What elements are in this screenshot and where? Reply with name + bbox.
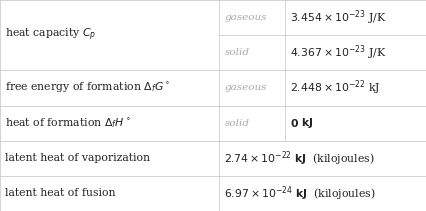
- Text: heat of formation $\Delta_f H^\circ$: heat of formation $\Delta_f H^\circ$: [5, 116, 131, 130]
- Text: $4.367\times10^{-23}$ J/K: $4.367\times10^{-23}$ J/K: [291, 43, 387, 62]
- Text: gaseous: gaseous: [225, 83, 267, 92]
- Text: $3.454\times10^{-23}$ J/K: $3.454\times10^{-23}$ J/K: [291, 8, 387, 27]
- Text: latent heat of vaporization: latent heat of vaporization: [5, 153, 150, 163]
- Text: latent heat of fusion: latent heat of fusion: [5, 188, 115, 198]
- Text: heat capacity $C_p$: heat capacity $C_p$: [5, 27, 96, 43]
- Text: solid: solid: [225, 119, 249, 128]
- Text: $\mathbf{0\,}$: $\mathbf{0\,}$: [291, 117, 299, 129]
- Text: $6.97\times10^{-24}$ $\mathbf{kJ}$  (kilojoules): $6.97\times10^{-24}$ $\mathbf{kJ}$ (kilo…: [225, 184, 376, 203]
- Text: $\mathbf{kJ}$: $\mathbf{kJ}$: [302, 116, 314, 130]
- Text: $2.74\times10^{-22}$ $\mathbf{kJ}$  (kilojoules): $2.74\times10^{-22}$ $\mathbf{kJ}$ (kilo…: [225, 149, 375, 168]
- Text: $2.448\times10^{-22}$ kJ: $2.448\times10^{-22}$ kJ: [291, 79, 381, 97]
- Text: solid: solid: [225, 48, 249, 57]
- Text: free energy of formation $\Delta_f G^\circ$: free energy of formation $\Delta_f G^\ci…: [5, 81, 170, 95]
- Text: gaseous: gaseous: [225, 13, 267, 22]
